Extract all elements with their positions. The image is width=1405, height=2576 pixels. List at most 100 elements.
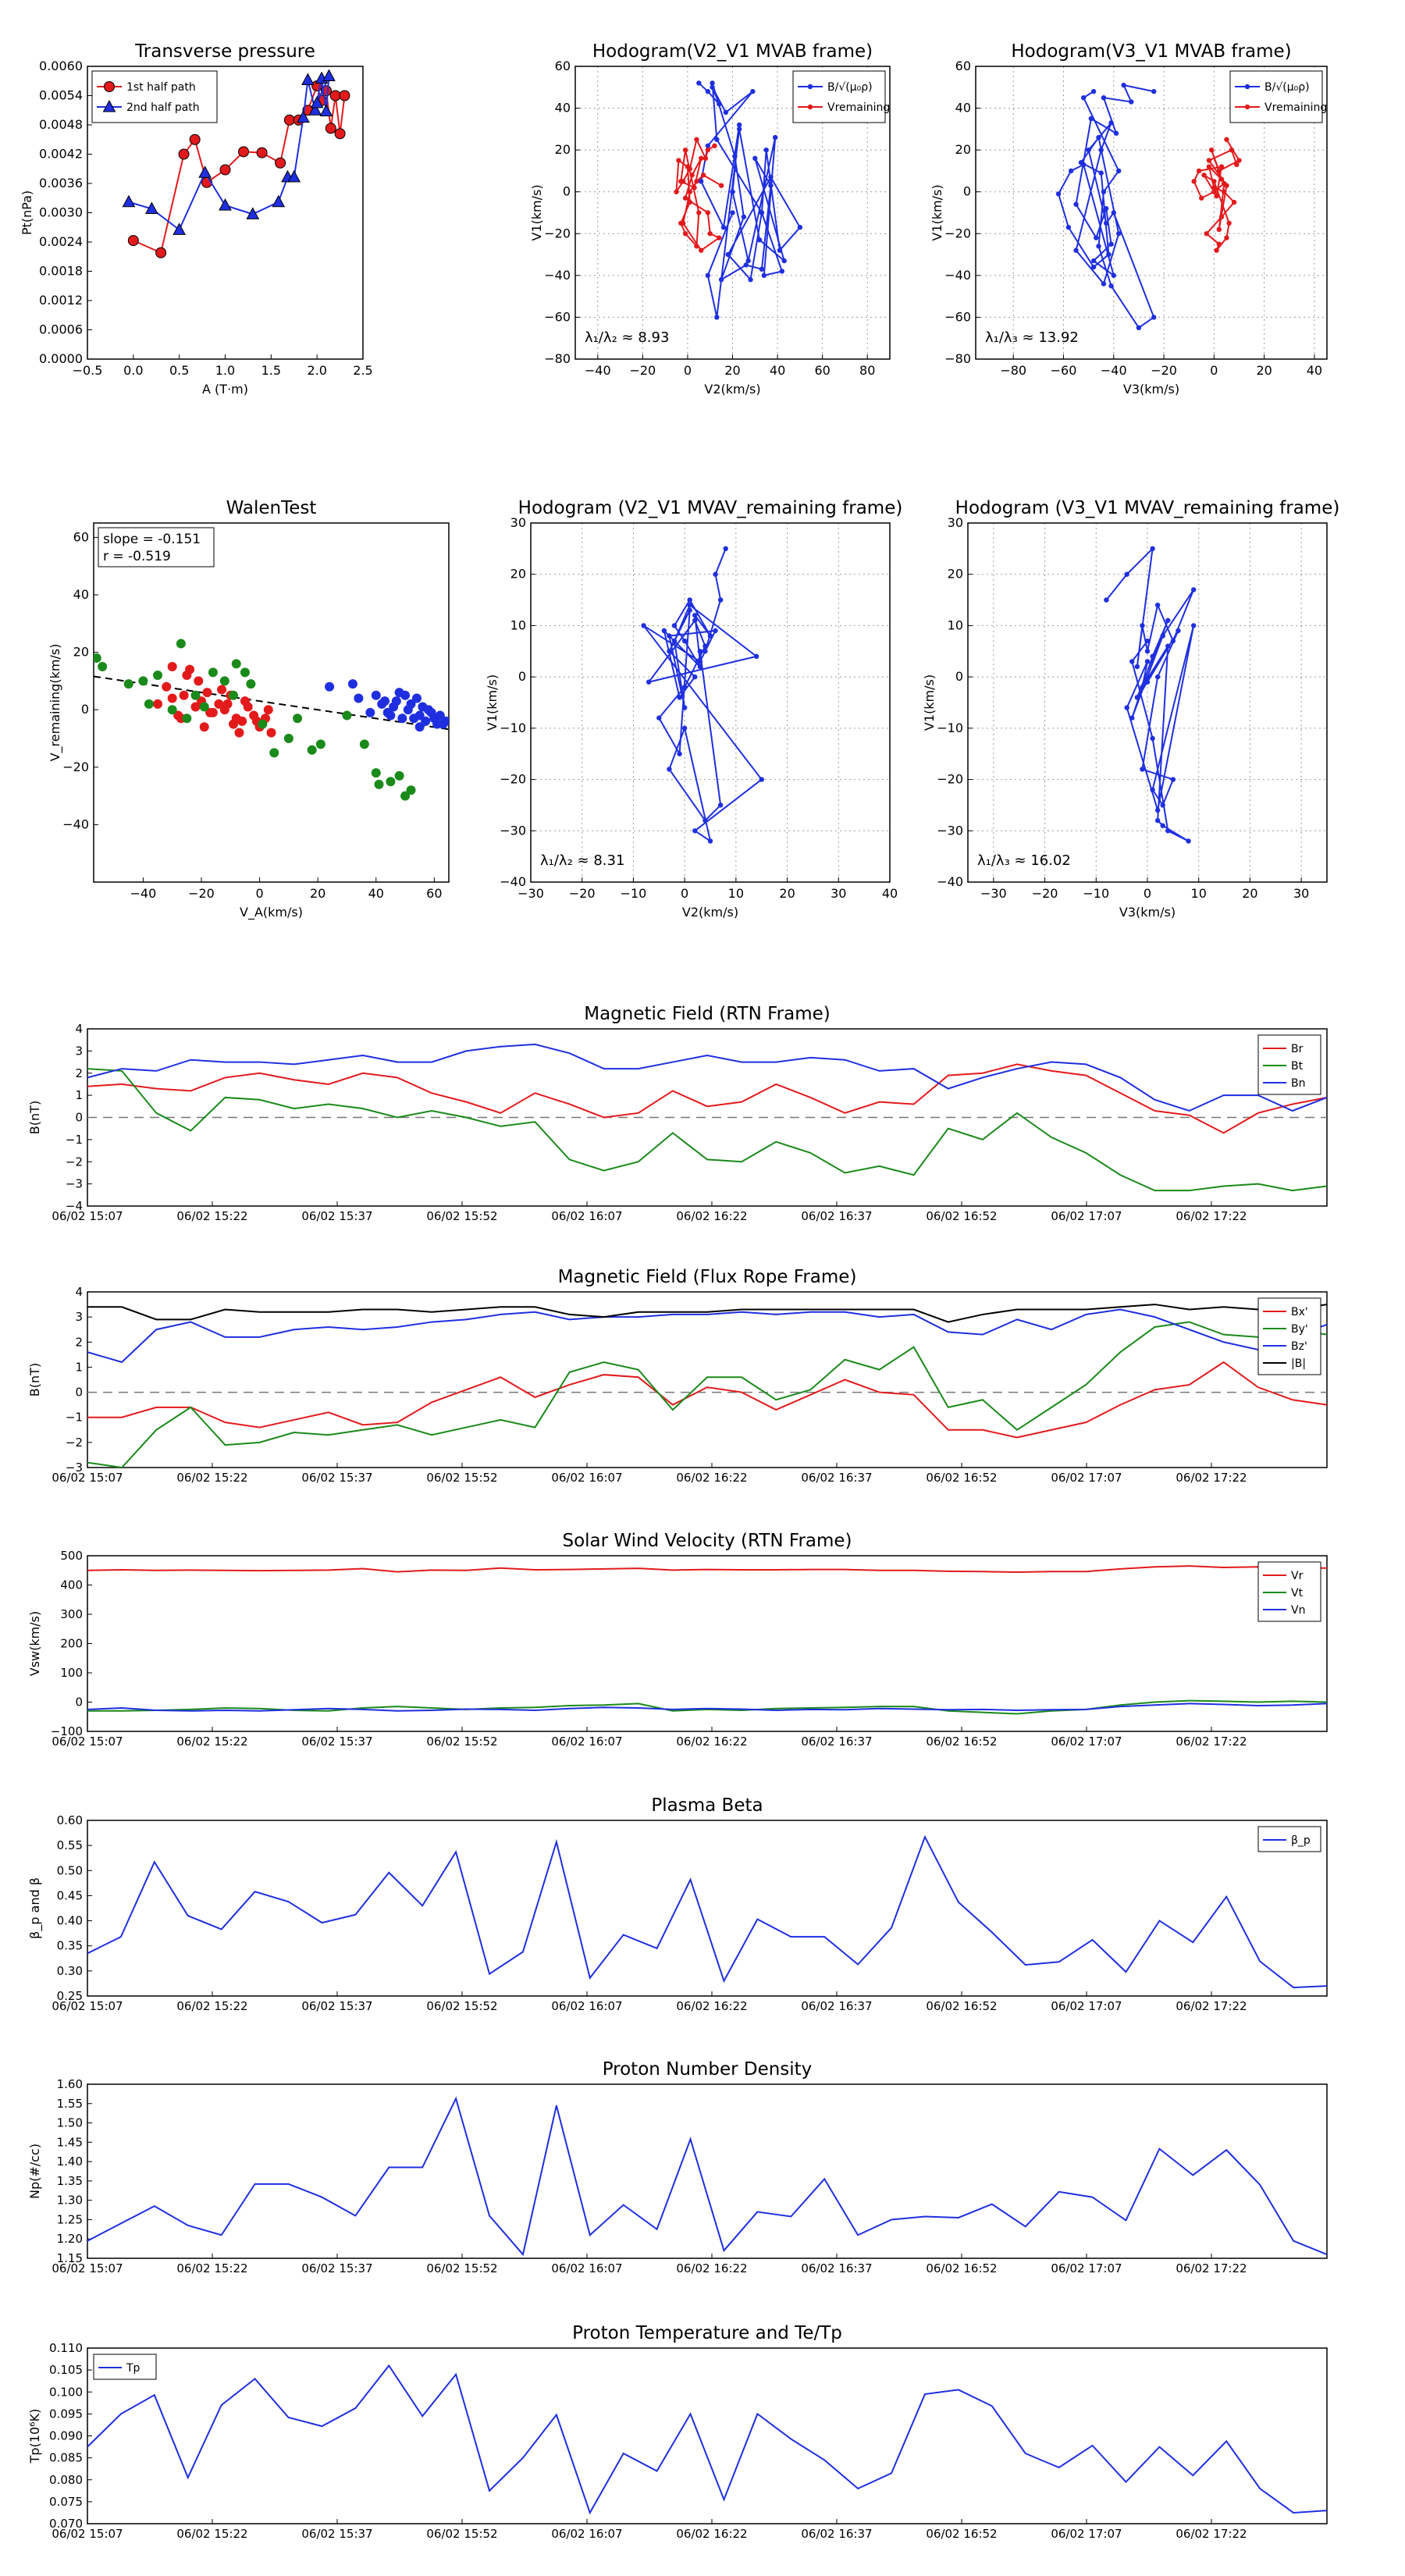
data-point	[1144, 659, 1151, 664]
data-point	[219, 164, 231, 176]
y-tick-label: 0.0018	[39, 264, 83, 279]
y-tick-label: 60	[73, 529, 89, 544]
x-tick-label: 06/02 15:22	[176, 1209, 247, 1223]
data-point	[702, 643, 708, 649]
x-tick-label: −10	[1083, 886, 1109, 901]
data-point	[707, 838, 713, 844]
x-tick-label: −60	[1051, 363, 1077, 378]
data-point	[700, 173, 706, 178]
data-point	[1190, 623, 1197, 628]
x-tick-label: 06/02 15:37	[301, 1999, 372, 2013]
y-tick-label: 0.0048	[39, 117, 83, 132]
series-line-Vn	[87, 1703, 1327, 1712]
data-point	[710, 80, 715, 86]
y-tick-label: −20	[62, 760, 89, 774]
data-point	[730, 189, 735, 194]
y-tick-label: 0.45	[57, 1888, 83, 1902]
data-point	[1231, 199, 1237, 205]
data-point	[374, 779, 384, 789]
chart-title: Plasma Beta	[651, 1795, 763, 1816]
x-tick-label: −20	[188, 886, 215, 901]
x-tick-label: 06/02 17:22	[1176, 1999, 1247, 2013]
series-line-|B|	[87, 1304, 1327, 1323]
legend-label: 2nd half path	[126, 101, 200, 114]
y-tick-label: 20	[948, 567, 963, 582]
legend-label: B/√(μ₀ρ)	[827, 81, 873, 94]
y-tick-label: 0.0000	[39, 351, 83, 366]
y-tick-label: 0	[75, 1695, 83, 1710]
data-point	[190, 702, 201, 712]
data-point	[807, 104, 813, 110]
data-point	[1206, 158, 1212, 163]
data-point	[222, 699, 233, 709]
x-tick-label: 06/02 16:52	[926, 1999, 997, 2013]
data-point	[736, 126, 742, 132]
data-point	[1144, 649, 1151, 654]
stats-box	[98, 527, 215, 568]
data-point	[1101, 281, 1107, 286]
x-tick-label: 06/02 15:22	[176, 2261, 247, 2275]
data-point	[1160, 823, 1165, 828]
chart-walen_test: WalenTest −40 −20 0 20 40 60 −40 −20 0 20 40 60 V_A(k…	[48, 498, 450, 920]
plot-area	[87, 1834, 1327, 1989]
data-point	[1218, 214, 1225, 220]
legend: Vr Vt Vn	[1257, 1561, 1321, 1622]
data-point	[682, 195, 688, 201]
data-point	[687, 597, 692, 603]
y-tick-label: 0.0042	[39, 147, 83, 162]
x-tick-label: −40	[585, 363, 611, 378]
data-point	[1116, 168, 1122, 174]
data-point	[741, 214, 747, 220]
data-point	[745, 258, 751, 264]
data-point	[1144, 638, 1151, 644]
x-tick-label: 1.5	[261, 363, 281, 378]
data-point	[681, 685, 688, 690]
chart-plasma_beta: Plasma Beta β_p and β 06/02 15:07 06/02 15:…	[27, 1795, 1328, 2013]
data-point	[208, 667, 218, 678]
y-tick-label: 60	[555, 59, 571, 73]
y-tick-label: 100	[60, 1666, 83, 1680]
y-tick-label: 0	[75, 1111, 83, 1125]
data-point	[162, 681, 172, 692]
chart-sw_velocity: Solar Wind Velocity (RTN Frame) Vsw(km/s)…	[27, 1531, 1328, 1749]
data-point	[334, 128, 346, 140]
series-line-beta_p	[87, 1834, 1327, 1989]
chart-title: Magnetic Field (RTN Frame)	[584, 1004, 831, 1024]
data-point	[293, 713, 303, 724]
plot-area	[87, 2364, 1327, 2515]
x-tick-label: 06/02 16:22	[676, 2261, 747, 2275]
y-tick-label: 0.0060	[39, 59, 83, 73]
data-point	[1144, 679, 1151, 685]
data-point	[772, 134, 778, 141]
data-point	[696, 210, 702, 215]
data-point	[153, 699, 163, 709]
eigenvalue-ratio: λ₁/λ₂ ≈ 8.93	[585, 329, 669, 346]
data-point	[435, 710, 445, 720]
data-point	[414, 722, 425, 732]
x-tick-label: 0.5	[169, 363, 189, 378]
data-point	[1150, 653, 1155, 660]
y-axis-label: V_remaining(km/s)	[48, 644, 63, 762]
x-tick-label: 06/02 15:52	[426, 1735, 497, 1749]
data-point	[1129, 659, 1135, 664]
data-point	[720, 225, 727, 230]
plot-area	[87, 2096, 1327, 2257]
chart-mag_fluxrope: Magnetic Field (Flux Rope Frame) B(nT) 06/…	[27, 1267, 1328, 1485]
data-point	[287, 169, 301, 183]
y-tick-label: 1.15	[57, 2251, 83, 2265]
data-point	[127, 235, 139, 247]
y-tick-label: 0	[518, 669, 526, 684]
y-tick-label: −2	[66, 1436, 83, 1450]
y-tick-label: 0.55	[57, 1838, 83, 1852]
y-tick-label: 3	[75, 1044, 83, 1058]
data-point	[1129, 99, 1134, 105]
x-tick-label: 20	[1242, 886, 1257, 901]
y-tick-label: −1	[66, 1133, 83, 1147]
y-tick-label: −40	[500, 874, 526, 889]
data-point	[717, 597, 724, 603]
chart-title: Hodogram (V2_V1 MVAV_remaining frame)	[518, 498, 903, 518]
data-point	[705, 210, 711, 215]
data-point	[194, 676, 204, 686]
x-tick-label: 06/02 15:22	[176, 1471, 247, 1485]
x-axis-label: V3(km/s)	[1119, 905, 1176, 920]
